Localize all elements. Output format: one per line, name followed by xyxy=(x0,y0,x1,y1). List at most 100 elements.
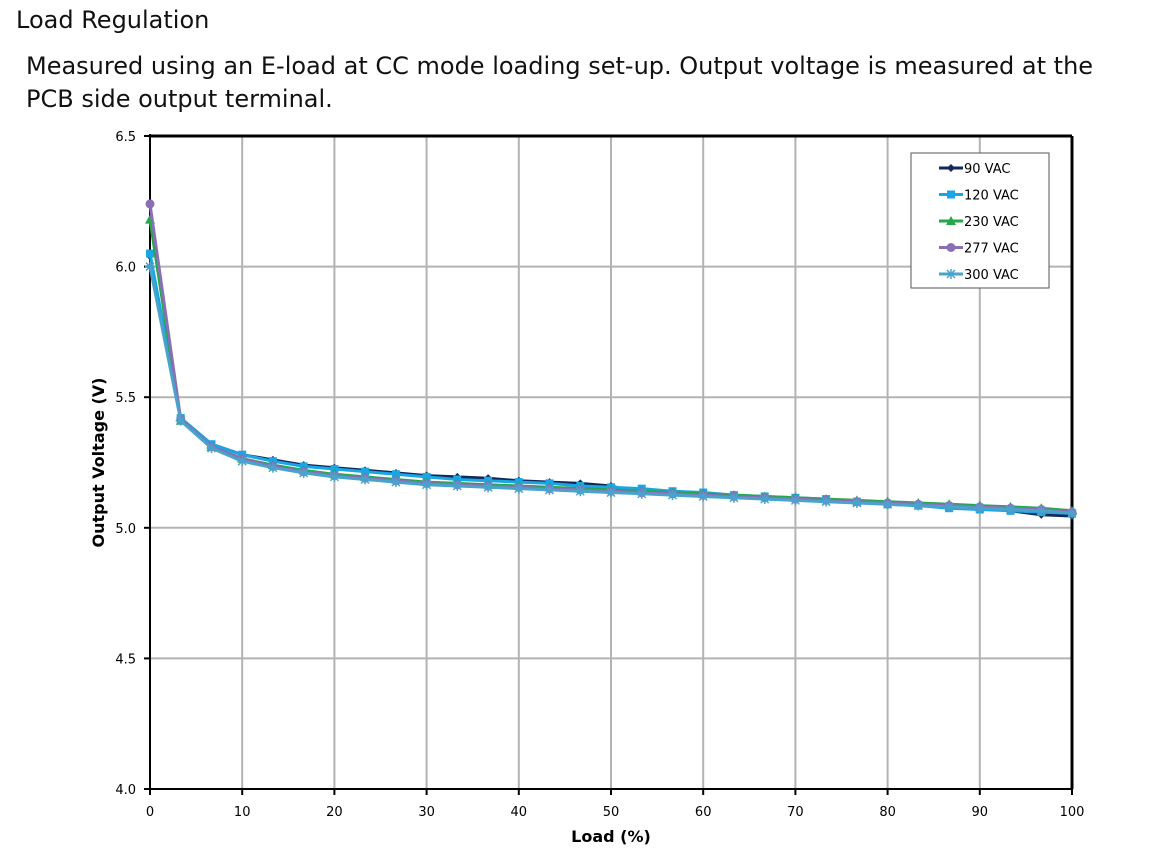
data-point-300-vac xyxy=(606,487,616,498)
series-layer xyxy=(145,199,1077,521)
star-stroke xyxy=(1036,506,1046,516)
star-stroke xyxy=(729,493,739,503)
star-stroke xyxy=(391,477,401,487)
grid-layer xyxy=(149,135,1073,790)
y-axis-title: Output Voltage (V) xyxy=(89,377,108,547)
data-point-300-vac xyxy=(1005,504,1016,515)
x-tick-label: 60 xyxy=(695,805,712,820)
star-stroke xyxy=(790,495,800,505)
star-stroke xyxy=(145,262,155,272)
star-stroke xyxy=(975,503,985,513)
x-tick-label: 100 xyxy=(1060,805,1085,820)
star-stroke xyxy=(206,443,217,453)
data-point-300-vac xyxy=(237,456,248,467)
y-tick-label: 4.0 xyxy=(115,783,136,798)
x-tick-label: 90 xyxy=(972,805,989,820)
data-point-277-vac xyxy=(145,199,155,209)
star-stroke xyxy=(946,269,956,279)
data-point-300-vac xyxy=(298,467,309,478)
data-point-300-vac xyxy=(698,491,709,502)
page-heading: Load Regulation xyxy=(16,6,210,34)
star-stroke xyxy=(883,499,893,509)
x-tick-label: 80 xyxy=(879,805,896,820)
legend-label-230-vac: 230 VAC xyxy=(964,215,1019,230)
data-point-120-vac xyxy=(391,470,400,479)
x-tick-label: 0 xyxy=(146,805,154,820)
data-point-300-vac xyxy=(360,474,371,485)
star-stroke xyxy=(1067,508,1077,518)
legend-label-300-vac: 300 VAC xyxy=(964,268,1019,283)
data-point-300-vac xyxy=(728,492,739,503)
legend-label-90-vac: 90 VAC xyxy=(964,162,1010,177)
y-tick-label: 6.5 xyxy=(115,130,136,145)
y-tick-label: 6.0 xyxy=(115,261,136,276)
y-tick-label: 5.0 xyxy=(115,522,136,537)
data-point-120-vac xyxy=(330,465,339,474)
legend-box xyxy=(910,152,1050,289)
legend-swatch-marker-300-vac xyxy=(946,269,956,279)
star-stroke xyxy=(575,486,585,496)
star-stroke xyxy=(176,416,186,426)
data-point-300-vac xyxy=(544,484,555,495)
data-point-300-vac xyxy=(851,497,862,508)
x-tick-label: 30 xyxy=(418,805,435,820)
data-point-300-vac xyxy=(790,495,801,506)
x-tick-label: 20 xyxy=(326,805,343,820)
star-stroke xyxy=(944,502,954,512)
data-point-300-vac xyxy=(145,261,155,272)
data-point-120-vac xyxy=(146,249,154,258)
star-stroke xyxy=(268,463,278,473)
data-point-300-vac xyxy=(821,496,832,507)
legend-label-120-vac: 120 VAC xyxy=(964,189,1019,204)
star-stroke xyxy=(299,468,309,478)
legend-swatch-marker-230-vac xyxy=(946,216,956,225)
data-point-300-vac xyxy=(575,486,586,497)
data-point-300-vac xyxy=(944,501,955,512)
star-stroke xyxy=(606,488,616,498)
data-point-300-vac xyxy=(329,471,340,482)
data-point-300-vac xyxy=(636,488,647,499)
star-stroke xyxy=(698,491,708,501)
star-stroke xyxy=(483,482,493,492)
legend-swatch-marker-120-vac xyxy=(947,190,955,199)
legend-swatch-marker-277-vac xyxy=(946,243,956,252)
star-stroke xyxy=(452,481,462,491)
star-stroke xyxy=(852,498,862,508)
data-point-120-vac xyxy=(361,467,370,476)
x-tick-label: 40 xyxy=(511,805,528,820)
y-tick-label: 4.5 xyxy=(115,652,136,667)
star-stroke xyxy=(329,472,339,482)
page-description: Measured using an E-load at CC mode load… xyxy=(26,52,1094,113)
data-point-300-vac xyxy=(882,499,893,510)
data-point-300-vac xyxy=(913,500,924,511)
data-point-300-vac xyxy=(974,503,985,514)
data-point-300-vac xyxy=(175,415,186,426)
star-stroke xyxy=(913,501,923,511)
x-tick-label: 70 xyxy=(787,805,804,820)
data-point-300-vac xyxy=(1036,505,1047,516)
data-point-300-vac xyxy=(390,477,401,488)
star-stroke xyxy=(360,474,370,485)
legend-label-277-vac: 277 VAC xyxy=(964,242,1019,257)
star-stroke xyxy=(237,456,247,466)
star-stroke xyxy=(514,484,524,494)
star-stroke xyxy=(821,497,831,507)
star-stroke xyxy=(544,485,555,495)
data-point-300-vac xyxy=(483,482,494,493)
star-stroke xyxy=(760,494,770,504)
data-point-300-vac xyxy=(267,462,278,473)
x-tick-label: 10 xyxy=(234,805,251,820)
axis-layer: 4.0 4.5 5.0 5.5 6.0 6.5 0 10 20 30 40 50 60 70 80 90 100… xyxy=(89,130,1084,846)
legend: 90 VAC 120 VAC 230 VAC 277 VAC 300 VAC xyxy=(910,152,1050,289)
x-tick-label: 50 xyxy=(603,805,620,820)
data-point-300-vac xyxy=(421,479,432,490)
data-point-300-vac xyxy=(513,483,524,494)
legend-swatch-marker-90-vac xyxy=(947,164,955,172)
star-stroke xyxy=(637,489,647,499)
star-stroke xyxy=(667,490,678,500)
star-stroke xyxy=(1005,504,1016,515)
x-axis-title: Load (%) xyxy=(571,827,651,846)
data-point-300-vac xyxy=(452,481,463,492)
data-point-300-vac xyxy=(1067,508,1077,519)
